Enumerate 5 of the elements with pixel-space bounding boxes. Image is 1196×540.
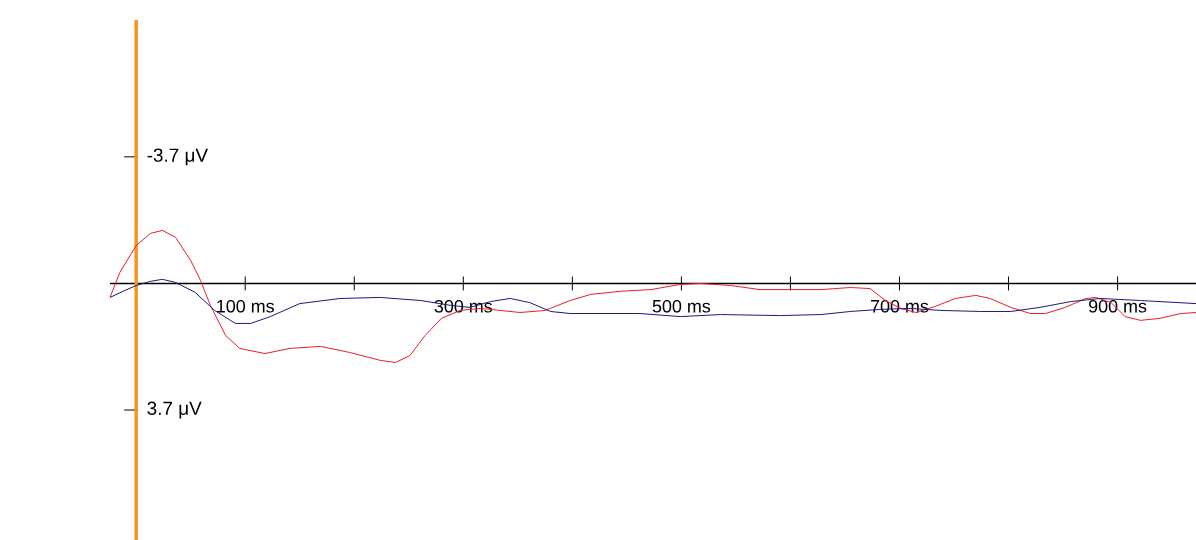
- y-tick-label: 3.7 μV: [147, 401, 202, 419]
- x-tick-label: 500 ms: [652, 299, 711, 313]
- x-tick-label: 900 ms: [1089, 299, 1147, 313]
- y-tick-label: -3.7 μV: [147, 148, 208, 166]
- x-tick-label: 100 ms: [217, 299, 274, 313]
